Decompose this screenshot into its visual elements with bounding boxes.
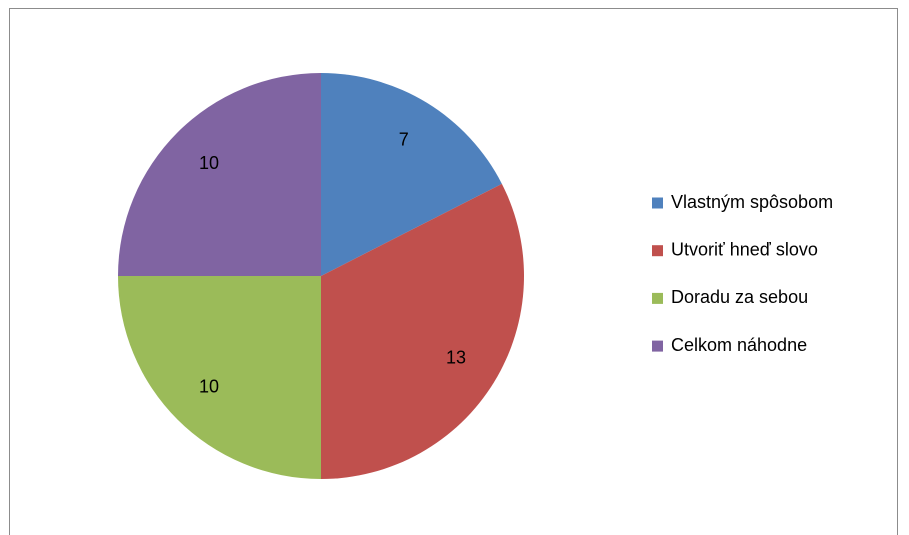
pie-slice (118, 276, 321, 479)
data-label: 13 (446, 347, 466, 367)
legend-swatch (652, 245, 663, 257)
legend-swatch (652, 340, 663, 352)
legend-label: Doradu za sebou (671, 287, 808, 307)
pie-slice (321, 183, 524, 479)
data-label: 10 (199, 377, 219, 397)
chart-border (9, 8, 898, 535)
legend-label: Celkom náhodne (671, 335, 807, 355)
data-label: 10 (199, 153, 219, 173)
legend-label: Utvoriť hneď slovo (671, 239, 818, 259)
data-label: 7 (399, 130, 409, 150)
legend-label: Vlastným spôsobom (671, 192, 833, 212)
pie-slice (118, 73, 321, 276)
pie-slice (321, 73, 502, 276)
legend-swatch (652, 292, 663, 304)
legend-swatch (652, 197, 663, 209)
